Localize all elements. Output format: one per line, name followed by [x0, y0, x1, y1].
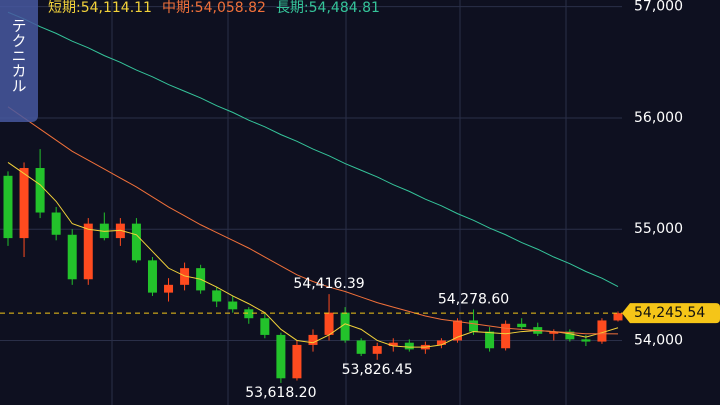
candle-body	[83, 223, 93, 280]
candle-body	[517, 323, 527, 328]
moving-average	[7, 106, 619, 335]
vertical-grid	[111, 0, 567, 405]
candle-body	[308, 334, 318, 345]
y-tick-label: 57,000	[634, 0, 683, 15]
moving-average	[7, 11, 619, 287]
price-annotation: 53,618.20	[245, 385, 316, 401]
candle-body	[19, 168, 29, 239]
price-axis-bg	[622, 0, 720, 405]
y-tick-label: 55,000	[634, 221, 683, 237]
candle-body	[452, 320, 462, 341]
legend-entry: 長期:54,484.81	[276, 0, 380, 16]
candle-body	[565, 331, 575, 340]
candle-body	[164, 284, 174, 293]
candle-body	[35, 168, 45, 213]
candle-body	[3, 175, 13, 239]
last-price-tag	[622, 303, 720, 324]
moving-average	[7, 162, 619, 348]
candle-body	[404, 342, 414, 350]
candle-body	[212, 290, 222, 302]
y-tick-label: 56,000	[634, 110, 683, 126]
price-annotation: 53,826.45	[342, 362, 413, 378]
candle-body	[372, 346, 382, 354]
candle-body	[115, 223, 125, 239]
price-annotation: 54,278.60	[438, 291, 509, 307]
candle-body	[228, 301, 238, 310]
candle-body	[388, 342, 398, 347]
candle-body	[501, 323, 511, 349]
legend-entry: 短期:54,114.11	[48, 0, 152, 16]
candle-body	[613, 313, 623, 321]
candle-body	[276, 334, 286, 379]
candle-body	[244, 309, 254, 319]
last-price-label: 54,245.54	[634, 305, 705, 321]
candle-body	[131, 223, 141, 261]
candle-body	[469, 320, 479, 332]
candle-body	[581, 339, 591, 342]
candle-body	[147, 260, 157, 293]
candle-body	[597, 320, 607, 342]
legend-entry: 中期:54,058.82	[162, 0, 266, 16]
candle-body	[292, 344, 302, 379]
candle-body	[549, 331, 559, 334]
price-annotation: 54,416.39	[293, 276, 364, 292]
candle-body	[436, 340, 446, 345]
y-tick-label: 54,000	[634, 332, 683, 348]
candle-body	[260, 318, 270, 335]
technical-tab[interactable]: テクニカル	[0, 0, 38, 122]
candle-body	[180, 268, 190, 285]
candle-body	[340, 312, 350, 341]
candle-body	[356, 340, 366, 354]
candle-body	[324, 312, 334, 335]
candle-body	[67, 234, 77, 280]
candle-body	[99, 223, 109, 239]
candle-body	[485, 331, 495, 349]
candle-body	[51, 212, 61, 235]
